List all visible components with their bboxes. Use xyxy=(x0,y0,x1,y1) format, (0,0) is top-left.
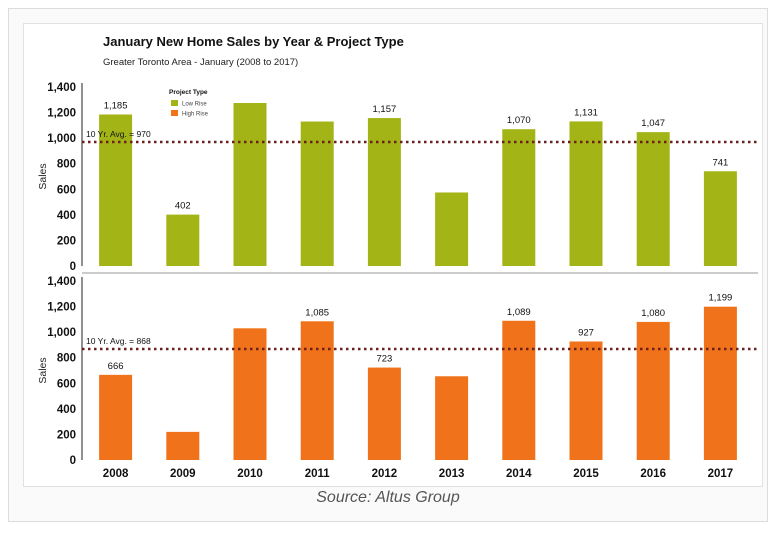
y-tick-label: 1,400 xyxy=(47,276,76,288)
average-label: 10 Yr. Avg. = 970 xyxy=(86,129,151,139)
x-tick-label: 2012 xyxy=(372,468,398,480)
y-tick-label: 200 xyxy=(57,429,76,441)
data-label: 1,047 xyxy=(641,118,665,129)
data-label: 1,185 xyxy=(104,100,128,111)
y-axis-label: Sales xyxy=(37,357,49,383)
chart-panels: 0 200 400 600 800 1,000 1,200 1,400 Sales 1,185 40… xyxy=(37,82,758,480)
y-tick-label: 1,000 xyxy=(47,327,76,339)
data-label: 741 xyxy=(712,157,728,168)
y-tick-label: 400 xyxy=(57,210,76,222)
bar xyxy=(502,320,536,460)
data-label: 1,070 xyxy=(507,115,531,126)
bar xyxy=(703,171,737,266)
bar xyxy=(502,129,536,266)
bar xyxy=(569,341,603,460)
data-label: 1,085 xyxy=(305,307,329,318)
bar xyxy=(99,374,133,460)
bar xyxy=(435,192,469,266)
y-tick-label: 800 xyxy=(57,353,76,365)
bar xyxy=(300,321,334,460)
legend-swatch xyxy=(171,110,178,116)
y-tick-label: 1,200 xyxy=(47,108,76,120)
chart-svg: January New Home Sales by Year & Project… xyxy=(37,34,758,480)
data-label: 1,131 xyxy=(574,107,598,118)
data-label: 1,199 xyxy=(709,293,733,304)
x-tick-label: 2016 xyxy=(640,468,666,480)
y-tick-label: 200 xyxy=(57,235,76,247)
y-tick-label: 600 xyxy=(57,378,76,390)
legend-label: High Rise xyxy=(182,112,209,118)
bar xyxy=(233,102,267,266)
panel-high-rise: 0 200 400 600 800 1,000 1,200 1,400 Sales 666 1,08… xyxy=(37,276,758,467)
data-label: 927 xyxy=(578,327,594,338)
bar xyxy=(300,121,334,267)
data-label: 1,089 xyxy=(507,307,531,318)
chart-figure: January New Home Sales by Year & Project… xyxy=(23,23,763,487)
x-tick-label: 2011 xyxy=(305,468,331,480)
y-tick-label: 800 xyxy=(57,159,76,171)
bar xyxy=(166,214,200,266)
bar xyxy=(636,321,670,460)
chart-title: January New Home Sales by Year & Project… xyxy=(103,34,404,49)
average-label: 10 Yr. Avg. = 868 xyxy=(86,336,151,346)
legend-swatch xyxy=(171,100,178,106)
y-tick-label: 1,000 xyxy=(47,133,76,145)
bar xyxy=(569,121,603,266)
chart-subtitle: Greater Toronto Area - January (2008 to … xyxy=(103,57,298,68)
panel-low-rise: 0 200 400 600 800 1,000 1,200 1,400 Sales 1,185 40… xyxy=(37,82,758,273)
y-axis-label: Sales xyxy=(37,163,49,189)
data-label: 723 xyxy=(376,354,392,365)
data-label: 1,157 xyxy=(373,104,397,115)
y-tick-label: 1,400 xyxy=(47,82,76,94)
legend: Project Type Low Rise High Rise xyxy=(169,89,209,118)
bar xyxy=(99,114,133,266)
x-tick-label: 2013 xyxy=(439,468,465,480)
figure-frame: January New Home Sales by Year & Project… xyxy=(8,8,768,522)
x-tick-label: 2014 xyxy=(506,468,532,480)
y-tick-label: 400 xyxy=(57,404,76,416)
y-tick-label: 0 xyxy=(70,455,76,467)
bar xyxy=(367,367,401,460)
bar xyxy=(367,118,401,267)
x-tick-label: 2009 xyxy=(170,468,196,480)
data-label: 666 xyxy=(108,361,124,372)
legend-label: Low Rise xyxy=(182,102,207,108)
x-tick-label: 2015 xyxy=(573,468,599,480)
y-tick-label: 0 xyxy=(70,261,76,273)
bar xyxy=(166,431,200,460)
x-tick-label: 2017 xyxy=(708,468,734,480)
data-label: 402 xyxy=(175,201,191,212)
y-tick-label: 1,200 xyxy=(47,302,76,314)
legend-title: Project Type xyxy=(169,89,208,96)
x-tick-label: 2010 xyxy=(237,468,263,480)
source-caption: Source: Altus Group xyxy=(316,489,460,506)
bar xyxy=(703,306,737,460)
x-tick-label: 2008 xyxy=(103,468,129,480)
y-tick-label: 600 xyxy=(57,184,76,196)
bar xyxy=(435,376,469,460)
data-label: 1,080 xyxy=(641,308,665,319)
bar xyxy=(636,132,670,266)
